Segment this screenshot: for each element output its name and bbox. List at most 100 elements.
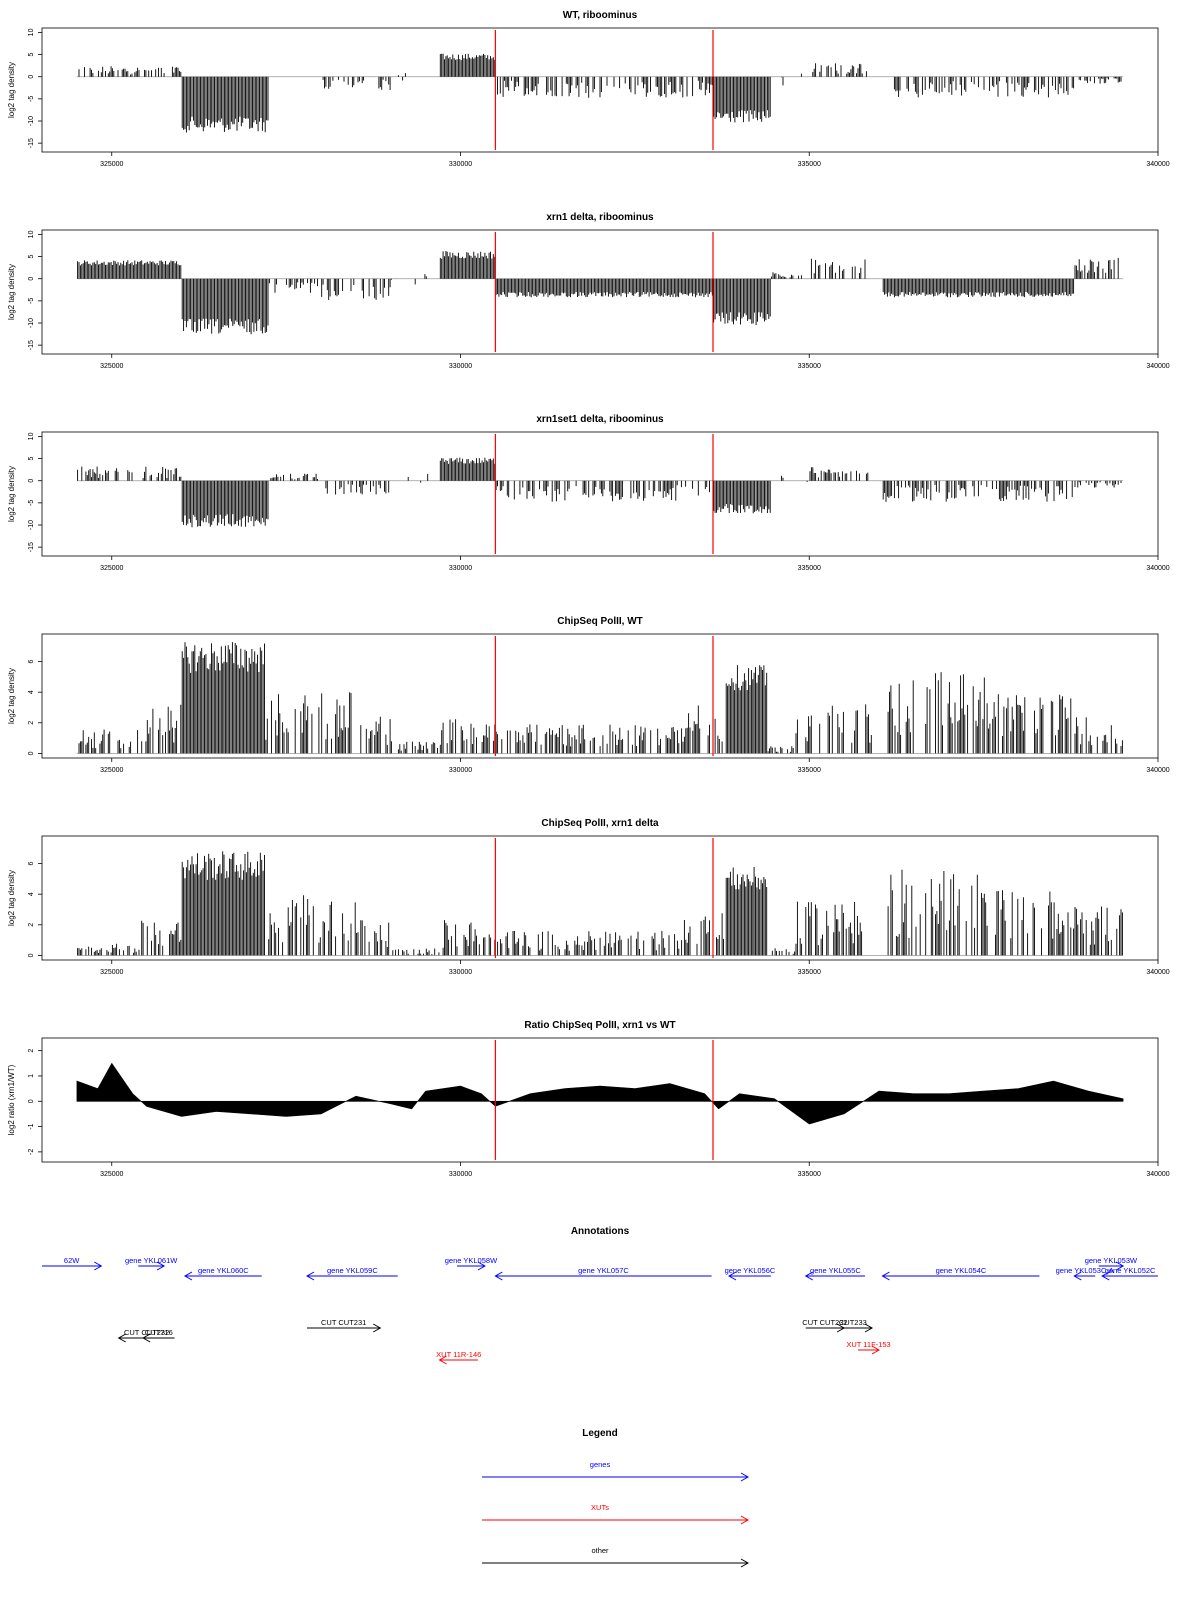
feature-label: CUT CUT232 — [802, 1318, 847, 1327]
feature-gene: gene YKL060C — [183, 1266, 262, 1281]
feature-gene: gene YKL058W — [445, 1256, 498, 1271]
y-tick-label: -1 — [28, 1123, 35, 1129]
y-tick-label: 10 — [28, 28, 35, 36]
signal-segment — [439, 457, 496, 481]
signal-segment — [325, 480, 390, 495]
signal-segment — [767, 746, 794, 754]
signal-bars — [887, 672, 991, 754]
signal-bars — [725, 867, 768, 956]
signal-bars — [407, 473, 429, 483]
y-tick-label: 2 — [28, 923, 35, 927]
y-axis-label: log2 tag density — [7, 668, 16, 724]
y-axis-label: log2 tag density — [7, 466, 16, 522]
feature-gene: gene YKL053W — [1085, 1256, 1138, 1271]
feature-arrowhead — [864, 1323, 874, 1333]
signal-segment — [181, 76, 269, 133]
feature-arrowhead — [728, 1271, 737, 1281]
x-tick-label: 340000 — [1146, 1171, 1169, 1178]
y-tick-label: -10 — [28, 116, 35, 126]
signal-bars — [767, 746, 794, 754]
signal-bars — [1074, 717, 1123, 754]
y-tick-label: 2 — [28, 1049, 35, 1053]
x-tick-label: 335000 — [798, 969, 821, 976]
y-tick-label: 10 — [28, 432, 35, 440]
signal-bars — [360, 716, 391, 754]
track-panel-2: xrn1set1 delta, riboominus log2 tag densi… — [7, 414, 1170, 572]
legend-label: XUTs — [591, 1503, 609, 1512]
signal-bars — [439, 457, 496, 481]
signal-bars — [77, 260, 182, 279]
signal-segment — [495, 278, 713, 298]
signal-bars — [887, 869, 988, 956]
signal-segment — [439, 53, 496, 77]
signal-segment — [495, 480, 710, 502]
signal-segment — [781, 73, 802, 86]
feature-label: gene YKL058W — [445, 1256, 498, 1265]
signal-segment — [781, 475, 808, 482]
signal-segment — [683, 913, 724, 956]
signal-bars — [1078, 76, 1122, 84]
signal-bars — [495, 480, 710, 502]
signal-bars — [893, 76, 1075, 98]
signal-bars — [812, 63, 867, 77]
feature-gene: gene YKL056C — [725, 1266, 776, 1281]
signal-segment — [439, 719, 477, 754]
signal-bars — [439, 719, 477, 754]
signal-segment — [809, 467, 869, 481]
signal-bars — [1074, 906, 1123, 956]
x-tick-label: 330000 — [449, 363, 472, 370]
signal-bars — [713, 278, 771, 325]
legend-arrowhead — [740, 1558, 750, 1568]
y-tick-label: 6 — [28, 660, 35, 664]
signal-segment — [356, 920, 390, 956]
signal-bars — [992, 694, 1072, 754]
feature-label: gene YKL055C — [810, 1266, 861, 1275]
signal-segment — [265, 692, 352, 754]
signal-bars — [683, 913, 724, 956]
track-title: xrn1set1 delta, riboominus — [536, 414, 664, 425]
feature-arrowhead — [142, 1333, 151, 1343]
legend-item-genes: genes — [482, 1460, 750, 1482]
y-tick-label: -5 — [28, 96, 35, 102]
signal-bars — [181, 851, 265, 956]
signal-bars — [725, 665, 768, 754]
feature-label: gene YKL059C — [327, 1266, 378, 1275]
x-tick-label: 340000 — [1146, 363, 1169, 370]
y-tick-label: 0 — [28, 751, 35, 755]
signal-segment — [725, 665, 768, 754]
signal-bars — [141, 704, 182, 754]
track-title: ChipSeq PolII, xrn1 delta — [541, 818, 659, 829]
feature-arrowhead — [438, 1355, 447, 1365]
signal-segment — [78, 729, 139, 754]
feature-xut: XUT 11R-146 — [436, 1350, 481, 1365]
x-tick-label: 325000 — [100, 565, 123, 572]
signal-bars — [181, 278, 269, 335]
x-tick-label: 340000 — [1146, 565, 1169, 572]
feature-label: gene YKL061W — [125, 1256, 178, 1265]
signal-bars — [321, 278, 391, 300]
feature-gene: gene YKL054C — [881, 1266, 1040, 1281]
x-tick-label: 330000 — [449, 565, 472, 572]
feature-other: CUT CUT231 — [307, 1318, 382, 1333]
x-tick-label: 340000 — [1146, 969, 1169, 976]
signal-bars — [265, 692, 352, 754]
signal-bars — [390, 741, 438, 754]
signal-bars — [268, 278, 318, 293]
y-tick-label: 5 — [28, 457, 35, 461]
feature-label: gene YKL052C — [1105, 1266, 1156, 1275]
track-title: ChipSeq PolII, WT — [557, 616, 643, 627]
signal-segment — [439, 251, 496, 279]
feature-label: gene YKL057C — [578, 1266, 629, 1275]
feature-other: CUT233 — [833, 1318, 874, 1333]
signal-bars — [771, 272, 802, 279]
plot-frame — [41, 27, 1159, 153]
y-tick-label: -5 — [28, 500, 35, 506]
y-tick-label: 5 — [28, 255, 35, 259]
plot-frame — [41, 229, 1159, 355]
signal-segment — [270, 473, 318, 481]
signal-segment — [141, 920, 182, 956]
feature-label: CUT716 — [145, 1328, 173, 1337]
feature-arrowhead — [881, 1271, 890, 1281]
track-title: xrn1 delta, riboominus — [546, 212, 654, 223]
signal-bars — [356, 920, 390, 956]
